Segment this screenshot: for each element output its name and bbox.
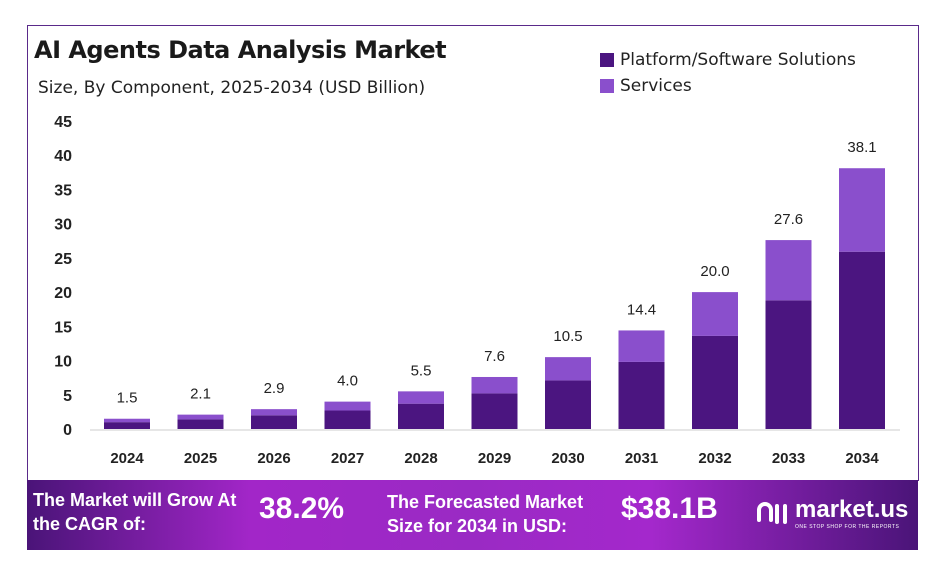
bar-segment-platform bbox=[251, 415, 297, 429]
y-tick-label: 20 bbox=[54, 285, 72, 302]
legend-item-platform: Platform/Software Solutions bbox=[600, 50, 856, 70]
data-label: 38.1 bbox=[847, 139, 876, 156]
x-tick-label: 2034 bbox=[845, 450, 879, 467]
legend-swatch bbox=[600, 53, 614, 67]
logo-name: market.us bbox=[795, 496, 909, 523]
bar-segment-platform bbox=[177, 419, 224, 429]
data-label: 4.0 bbox=[337, 373, 358, 390]
x-tick-label: 2031 bbox=[625, 450, 658, 467]
forecast-label: The Forecasted Market Size for 2034 in U… bbox=[387, 492, 584, 536]
legend-item-services: Services bbox=[600, 76, 856, 96]
summary-banner: The Market will Grow At the CAGR of: 38.… bbox=[27, 480, 918, 550]
bar-segment-platform bbox=[104, 422, 150, 429]
x-tick-label: 2027 bbox=[331, 450, 364, 467]
x-tick-label: 2030 bbox=[551, 450, 584, 467]
y-tick-label: 35 bbox=[54, 182, 72, 199]
cagr-value: 38.2% bbox=[259, 492, 345, 525]
legend-label: Services bbox=[620, 76, 692, 96]
bar-segment-services bbox=[177, 414, 224, 420]
data-label: 7.6 bbox=[484, 348, 505, 365]
legend: Platform/Software Solutions Services bbox=[600, 50, 856, 102]
x-tick-label: 2033 bbox=[772, 450, 805, 467]
bar-segment-platform bbox=[839, 251, 885, 429]
bar-segment-services bbox=[839, 168, 885, 252]
x-tick-label: 2029 bbox=[478, 450, 511, 467]
forecast-value: $38.1B bbox=[621, 492, 718, 525]
bar-segment-platform bbox=[398, 403, 444, 429]
bar-segment-services bbox=[324, 401, 371, 411]
bar-segment-platform bbox=[471, 393, 518, 429]
x-tick-label: 2028 bbox=[404, 450, 437, 467]
data-label: 1.5 bbox=[117, 390, 138, 407]
data-label: 2.9 bbox=[264, 380, 285, 397]
data-label: 27.6 bbox=[774, 211, 803, 228]
bar-segment-services bbox=[471, 376, 518, 394]
bar-segment-platform bbox=[324, 410, 371, 429]
bar-segment-platform bbox=[765, 300, 812, 429]
x-tick-label: 2024 bbox=[110, 450, 144, 467]
y-tick-label: 45 bbox=[54, 114, 72, 131]
y-tick-label: 10 bbox=[54, 354, 72, 371]
data-label: 5.5 bbox=[411, 362, 432, 379]
bar-segment-services bbox=[618, 330, 665, 362]
logo-icon bbox=[757, 502, 787, 524]
bar-segment-platform bbox=[545, 380, 591, 429]
y-tick-label: 25 bbox=[54, 251, 72, 268]
chart-title: AI Agents Data Analysis Market bbox=[34, 36, 447, 64]
bar-segment-services bbox=[398, 391, 444, 404]
bar-segment-services bbox=[545, 357, 591, 381]
chart-subtitle: Size, By Component, 2025-2034 (USD Billi… bbox=[38, 78, 426, 98]
x-tick-label: 2032 bbox=[698, 450, 731, 467]
x-tick-label: 2026 bbox=[257, 450, 290, 467]
bar-segment-platform bbox=[692, 335, 738, 429]
y-tick-label: 30 bbox=[54, 217, 72, 234]
bar-chart: 0510152025303540451.520242.120252.920264… bbox=[54, 114, 900, 467]
cagr-label: The Market will Grow At the CAGR of: bbox=[33, 490, 237, 534]
data-label: 20.0 bbox=[700, 263, 729, 280]
bar-segment-services bbox=[765, 240, 812, 301]
legend-swatch bbox=[600, 79, 614, 93]
y-tick-label: 15 bbox=[54, 319, 72, 336]
data-label: 10.5 bbox=[553, 328, 582, 345]
logo-tagline: ONE STOP SHOP FOR THE REPORTS bbox=[795, 524, 900, 530]
bar-segment-platform bbox=[618, 361, 665, 429]
data-label: 14.4 bbox=[627, 301, 656, 318]
data-label: 2.1 bbox=[190, 386, 211, 403]
bar-segment-services bbox=[251, 409, 297, 416]
market-us-logo: market.us ONE STOP SHOP FOR THE REPORTS bbox=[755, 496, 908, 530]
legend-label: Platform/Software Solutions bbox=[620, 50, 856, 70]
bar-segment-services bbox=[104, 418, 150, 423]
y-tick-label: 0 bbox=[63, 422, 72, 439]
y-tick-label: 5 bbox=[63, 388, 72, 405]
bar-segment-services bbox=[692, 292, 738, 336]
x-tick-label: 2025 bbox=[184, 450, 217, 467]
y-tick-label: 40 bbox=[54, 148, 72, 165]
